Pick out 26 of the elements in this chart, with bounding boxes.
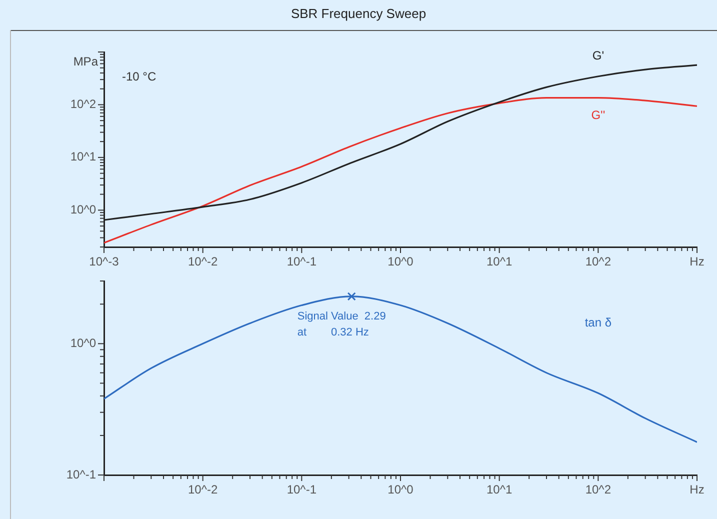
x-tick-label: 10^-1 <box>286 482 317 497</box>
x-tick-label: 10^-1 <box>286 254 317 269</box>
x-tick-label: 10^1 <box>486 482 512 497</box>
y-tick-label: 10^0 <box>70 336 96 350</box>
series-label: G'' <box>591 108 606 122</box>
y-tick-label: 10^2 <box>70 97 96 112</box>
annotation: -10 °C <box>122 69 156 84</box>
y-tick-label: 10^1 <box>70 150 96 164</box>
x-tick-label: 10^-2 <box>188 254 218 269</box>
x-tick-label: 10^1 <box>486 254 512 269</box>
x-tick-label: Hz <box>690 254 704 269</box>
x-tick-label: 10^2 <box>585 482 612 497</box>
annotation: Signal Value 2.29 <box>297 310 386 322</box>
x-tick-label: 10^-2 <box>188 482 218 497</box>
y-tick-label: 10^0 <box>70 202 96 216</box>
x-tick-label: 10^-3 <box>89 254 120 269</box>
x-tick-label: 10^0 <box>388 254 414 269</box>
annotation: at 0.32 Hz <box>297 326 369 338</box>
series-label: G' <box>592 48 604 63</box>
y-axis-title: MPa <box>73 54 98 68</box>
x-tick-label: Hz <box>690 482 704 497</box>
chart-title: SBR Frequency Sweep <box>290 6 428 21</box>
text: tan δ <box>584 315 612 330</box>
x-tick-label: 10^0 <box>388 482 414 497</box>
x-tick-label: 10^2 <box>585 254 612 269</box>
y-tick-label: 10^-1 <box>66 467 96 482</box>
